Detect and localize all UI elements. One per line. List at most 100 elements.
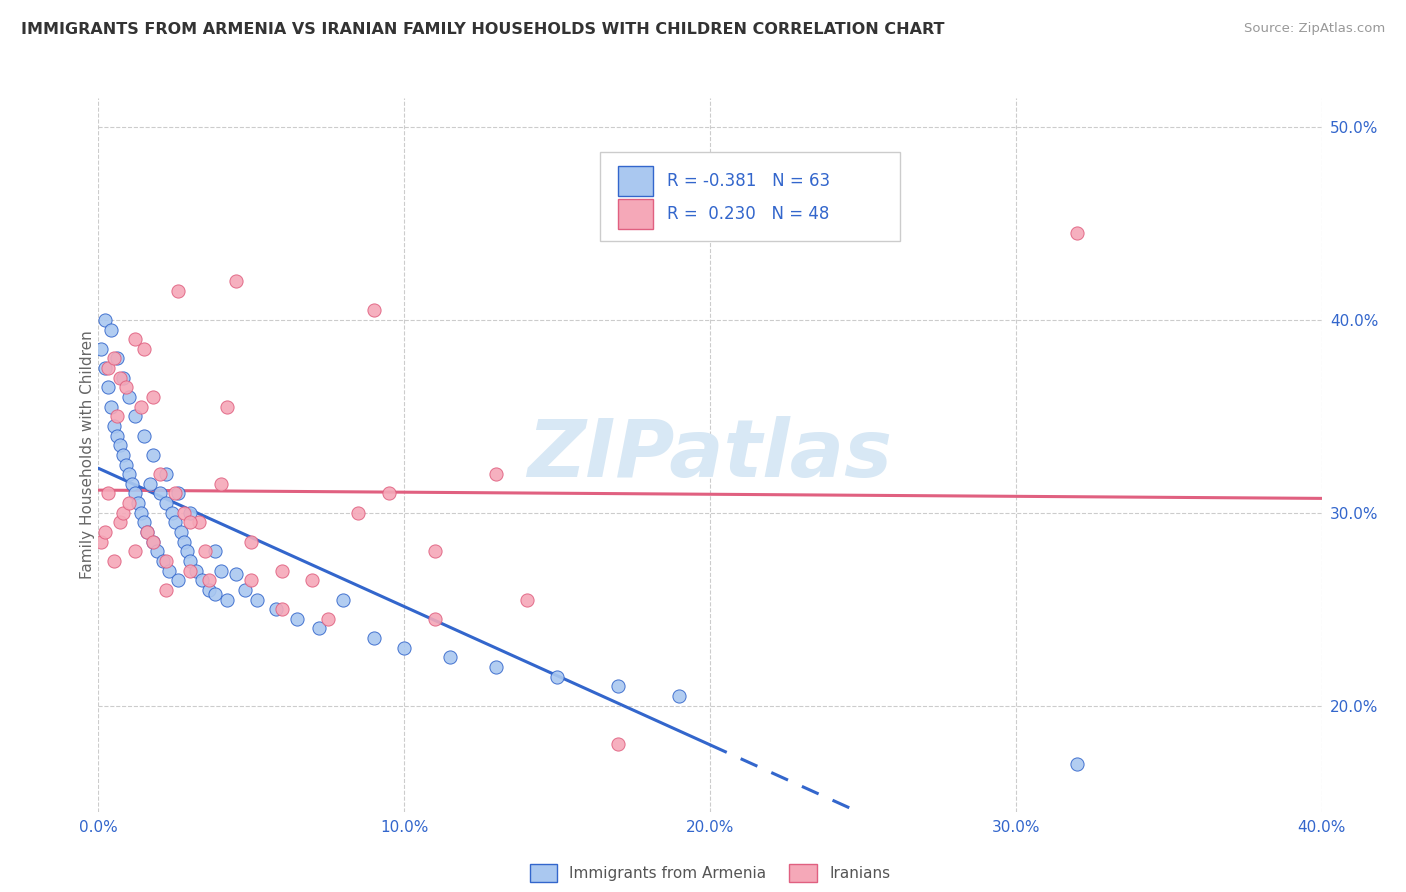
Point	[485, 467, 508, 482]
Point	[111, 506, 134, 520]
Point	[167, 486, 190, 500]
Text: IMMIGRANTS FROM ARMENIA VS IRANIAN FAMILY HOUSEHOLDS WITH CHILDREN CORRELATION C: IMMIGRANTS FROM ARMENIA VS IRANIAN FAMIL…	[21, 22, 945, 37]
Point	[204, 587, 226, 601]
Point	[173, 506, 195, 520]
Point	[93, 524, 115, 539]
Legend: Immigrants from Armenia, Iranians: Immigrants from Armenia, Iranians	[526, 859, 894, 886]
Point	[142, 448, 165, 462]
Point	[103, 351, 125, 366]
Point	[1066, 756, 1088, 771]
Point	[215, 400, 238, 414]
Point	[145, 544, 167, 558]
Point	[392, 640, 416, 655]
Point	[179, 554, 201, 568]
Point	[129, 400, 152, 414]
Point	[179, 506, 201, 520]
Point	[191, 574, 214, 588]
Point	[149, 467, 172, 482]
Point	[129, 506, 152, 520]
Point	[347, 506, 370, 520]
Text: ZIPatlas: ZIPatlas	[527, 416, 893, 494]
Point	[111, 371, 134, 385]
FancyBboxPatch shape	[619, 199, 652, 228]
Point	[134, 428, 156, 442]
Point	[97, 380, 120, 394]
Point	[1066, 226, 1088, 240]
Point	[246, 592, 269, 607]
Point	[668, 689, 690, 703]
Point	[155, 496, 177, 510]
Point	[209, 564, 232, 578]
Point	[233, 582, 256, 597]
Point	[127, 496, 149, 510]
Point	[167, 574, 190, 588]
FancyBboxPatch shape	[619, 166, 652, 196]
Point	[607, 679, 630, 693]
Point	[124, 544, 146, 558]
Point	[134, 516, 156, 530]
Point	[186, 564, 208, 578]
Point	[173, 534, 195, 549]
Point	[118, 467, 141, 482]
Point	[90, 342, 112, 356]
Point	[163, 516, 186, 530]
Point	[108, 438, 131, 452]
Point	[546, 670, 568, 684]
Point	[179, 516, 201, 530]
Point	[423, 612, 446, 626]
Point	[118, 496, 141, 510]
Point	[308, 622, 330, 636]
Point	[115, 458, 138, 472]
Point	[124, 486, 146, 500]
Text: R =  0.230   N = 48: R = 0.230 N = 48	[668, 205, 830, 223]
Point	[240, 534, 263, 549]
Point	[316, 612, 339, 626]
Point	[124, 332, 146, 346]
Point	[142, 534, 165, 549]
Point	[136, 524, 159, 539]
Point	[121, 476, 143, 491]
Point	[157, 564, 180, 578]
Point	[100, 400, 122, 414]
Point	[363, 303, 385, 318]
Point	[142, 534, 165, 549]
Point	[139, 476, 162, 491]
Point	[97, 361, 120, 376]
Point	[270, 602, 292, 616]
Text: R = -0.381   N = 63: R = -0.381 N = 63	[668, 172, 831, 190]
Point	[176, 544, 198, 558]
Point	[197, 574, 219, 588]
Point	[332, 592, 354, 607]
Point	[423, 544, 446, 558]
Point	[378, 486, 401, 500]
Point	[197, 582, 219, 597]
Point	[108, 371, 131, 385]
Point	[607, 737, 630, 751]
Point	[108, 516, 131, 530]
Point	[188, 516, 211, 530]
Point	[215, 592, 238, 607]
Point	[142, 390, 165, 404]
Point	[152, 554, 174, 568]
Point	[118, 390, 141, 404]
Point	[105, 351, 128, 366]
Point	[167, 284, 190, 298]
Point	[93, 313, 115, 327]
Point	[285, 612, 308, 626]
Point	[264, 602, 287, 616]
Point	[160, 506, 183, 520]
Point	[136, 524, 159, 539]
Point	[439, 650, 461, 665]
Point	[90, 534, 112, 549]
Point	[115, 380, 138, 394]
Point	[240, 574, 263, 588]
Point	[124, 409, 146, 424]
Point	[134, 342, 156, 356]
Point	[270, 564, 292, 578]
Point	[100, 322, 122, 336]
Point	[93, 361, 115, 376]
Point	[485, 660, 508, 674]
Point	[301, 574, 323, 588]
Point	[105, 409, 128, 424]
Point	[103, 554, 125, 568]
